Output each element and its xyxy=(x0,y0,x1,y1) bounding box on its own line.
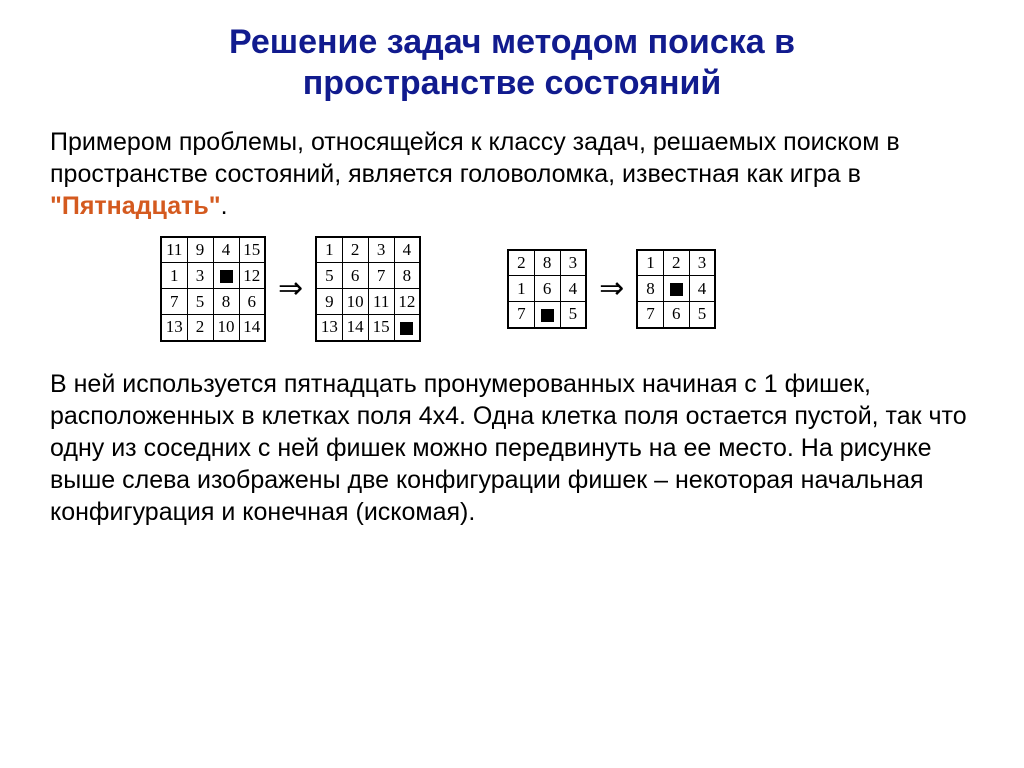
puzzle-cell: 12 xyxy=(239,263,265,289)
title-line-2: пространстве состояний xyxy=(303,64,722,102)
arrow-icon: ⇒ xyxy=(595,271,628,306)
puzzle-cell: 8 xyxy=(534,250,560,276)
black-square-icon xyxy=(541,309,554,322)
black-square-icon xyxy=(400,322,413,335)
puzzle-cell: 4 xyxy=(213,237,239,263)
black-square-icon xyxy=(220,270,233,283)
eight-puzzle-initial: 28316475 xyxy=(507,249,587,329)
puzzle-cell: 7 xyxy=(508,302,534,328)
puzzle-cell xyxy=(213,263,239,289)
black-square-icon xyxy=(670,283,683,296)
puzzle-cell: 10 xyxy=(213,315,239,341)
puzzle-cell: 3 xyxy=(187,263,213,289)
puzzle-cell xyxy=(394,315,420,341)
puzzle-cell: 9 xyxy=(187,237,213,263)
puzzle-cell: 12 xyxy=(394,289,420,315)
puzzle-cell: 6 xyxy=(239,289,265,315)
puzzle-cell: 14 xyxy=(342,315,368,341)
puzzle-cell: 10 xyxy=(342,289,368,315)
puzzle-cell: 5 xyxy=(316,263,342,289)
puzzle-cell: 1 xyxy=(508,276,534,302)
slide-title: Решение задач методом поиска в пространс… xyxy=(50,22,974,104)
eight-puzzle-goal: 12384765 xyxy=(636,249,716,329)
puzzle-cell: 4 xyxy=(560,276,586,302)
intro-paragraph: Примером проблемы, относящейся к классу … xyxy=(50,126,974,222)
puzzle-cell: 1 xyxy=(637,250,663,276)
puzzle-cell: 3 xyxy=(368,237,394,263)
puzzle-cell: 15 xyxy=(239,237,265,263)
puzzle-cell: 3 xyxy=(560,250,586,276)
puzzle-cell: 5 xyxy=(187,289,213,315)
puzzle-cell: 8 xyxy=(213,289,239,315)
intro-post: . xyxy=(221,192,228,220)
puzzle-cell: 6 xyxy=(342,263,368,289)
body-paragraph: В ней используется пятнадцать пронумеров… xyxy=(50,368,974,528)
intro-highlight: "Пятнадцать" xyxy=(50,192,221,220)
fifteen-puzzle-goal: 123456789101112131415 xyxy=(315,236,421,342)
puzzle-cell: 7 xyxy=(637,302,663,328)
puzzle-cell: 3 xyxy=(689,250,715,276)
puzzle-cell: 4 xyxy=(689,276,715,302)
arrow-icon: ⇒ xyxy=(274,271,307,306)
puzzle-cell: 8 xyxy=(394,263,420,289)
puzzle-cell: 11 xyxy=(161,237,187,263)
puzzle-cell: 5 xyxy=(689,302,715,328)
puzzle-cell: 2 xyxy=(187,315,213,341)
puzzle-cell: 2 xyxy=(508,250,534,276)
intro-pre: Примером проблемы, относящейся к классу … xyxy=(50,128,900,188)
puzzle-cell: 11 xyxy=(368,289,394,315)
puzzle-cell: 14 xyxy=(239,315,265,341)
puzzle-cell: 13 xyxy=(161,315,187,341)
title-line-1: Решение задач методом поиска в xyxy=(229,23,795,61)
puzzle-cell: 15 xyxy=(368,315,394,341)
puzzle-cell: 7 xyxy=(161,289,187,315)
puzzle-cell: 2 xyxy=(663,250,689,276)
puzzle-diagram-row: 119415131275861321014 ⇒ 1234567891011121… xyxy=(50,236,974,342)
puzzle-cell: 13 xyxy=(316,315,342,341)
fifteen-puzzle-initial: 119415131275861321014 xyxy=(160,236,266,342)
puzzle-cell: 7 xyxy=(368,263,394,289)
puzzle-cell: 9 xyxy=(316,289,342,315)
puzzle-cell: 1 xyxy=(161,263,187,289)
puzzle-cell: 8 xyxy=(637,276,663,302)
puzzle-cell xyxy=(663,276,689,302)
puzzle-cell: 2 xyxy=(342,237,368,263)
puzzle-cell: 6 xyxy=(663,302,689,328)
puzzle-cell: 6 xyxy=(534,276,560,302)
puzzle-cell: 4 xyxy=(394,237,420,263)
puzzle-cell: 1 xyxy=(316,237,342,263)
puzzle-cell xyxy=(534,302,560,328)
puzzle-cell: 5 xyxy=(560,302,586,328)
